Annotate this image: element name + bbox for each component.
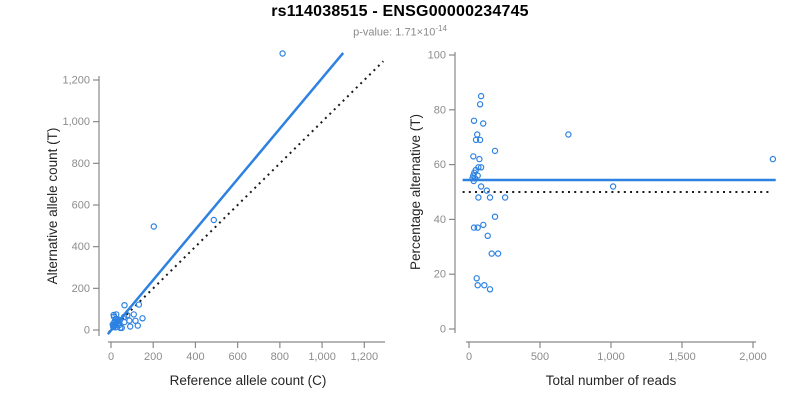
data-point bbox=[477, 164, 485, 171]
data-point bbox=[488, 250, 495, 257]
data-point bbox=[476, 101, 484, 108]
data-point bbox=[118, 324, 126, 332]
y-tick-label: 80 bbox=[434, 104, 446, 116]
plot-title: rs114038515 - ENSG00000234745 bbox=[271, 3, 529, 20]
data-point bbox=[480, 221, 487, 229]
data-point bbox=[470, 153, 477, 160]
x-tick-label: 2,000 bbox=[739, 351, 767, 363]
x-tick-label: 1,000 bbox=[308, 351, 336, 363]
data-point bbox=[126, 323, 134, 330]
data-point bbox=[481, 282, 488, 289]
data-point bbox=[609, 183, 617, 190]
data-point bbox=[486, 286, 494, 293]
scatter-plot-left: 0 200 400 600 800 1,000 1,200 0 200 400 600 800 1,00… bbox=[45, 50, 385, 388]
data-point bbox=[126, 317, 133, 324]
data-point bbox=[484, 232, 491, 239]
y-tick-label: 1,000 bbox=[62, 116, 90, 128]
p-value-text: p-value: 1.71×10 bbox=[353, 26, 436, 39]
figure-header: rs114038515 - ENSG00000234745 p-value: 1… bbox=[0, 3, 800, 39]
x-tick-label: 200 bbox=[144, 351, 162, 363]
y-tick-label: 800 bbox=[72, 158, 90, 170]
data-point bbox=[113, 311, 120, 318]
y-tick-label: 0 bbox=[440, 324, 446, 336]
data-point bbox=[474, 131, 481, 138]
x-tick-label: 1,500 bbox=[668, 351, 696, 363]
y-tick-label: 20 bbox=[434, 269, 446, 281]
data-point bbox=[474, 282, 481, 289]
x-tick-label: 1,200 bbox=[351, 351, 379, 363]
x-tick-label: 600 bbox=[228, 351, 246, 363]
data-point bbox=[470, 224, 478, 231]
x-axis-title: Total number of reads bbox=[546, 373, 677, 388]
data-point bbox=[150, 223, 157, 230]
y-tick-label: 600 bbox=[72, 200, 90, 212]
data-point bbox=[565, 131, 572, 138]
data-point bbox=[210, 216, 217, 224]
scatter-plot-right: 0 20 40 60 80 100 0 500 1,000 1,500 2,000 Total num… bbox=[408, 50, 777, 388]
y-axis-title: Alternative allele count (T) bbox=[45, 128, 60, 285]
x-tick-label: 0 bbox=[466, 351, 472, 363]
data-point bbox=[121, 302, 128, 309]
data-point bbox=[486, 194, 494, 201]
p-value-subtitle: p-value: 1.71×10-14 bbox=[0, 24, 800, 39]
data-point bbox=[501, 194, 509, 201]
data-point bbox=[769, 155, 777, 163]
y-tick-label: 200 bbox=[72, 283, 90, 295]
y-tick-label: 0 bbox=[84, 325, 90, 337]
x-tick-label: 500 bbox=[531, 351, 549, 363]
data-point bbox=[139, 315, 146, 322]
data-point bbox=[134, 322, 141, 329]
x-tick-label: 400 bbox=[186, 351, 204, 363]
data-point bbox=[494, 250, 502, 257]
data-point bbox=[279, 50, 286, 57]
x-axis-title: Reference allele count (C) bbox=[170, 373, 327, 388]
data-point bbox=[491, 147, 499, 155]
data-point bbox=[470, 117, 478, 125]
y-tick-label: 60 bbox=[434, 159, 446, 171]
data-point bbox=[480, 120, 487, 127]
data-point bbox=[476, 136, 484, 144]
data-point bbox=[477, 92, 485, 100]
data-point bbox=[477, 183, 485, 190]
data-point bbox=[474, 224, 481, 231]
p-value-exponent: -14 bbox=[435, 24, 447, 33]
identity-line bbox=[108, 60, 384, 333]
x-tick-label: 0 bbox=[108, 351, 114, 363]
x-tick-label: 800 bbox=[271, 351, 289, 363]
data-point bbox=[491, 213, 499, 220]
y-tick-label: 100 bbox=[428, 50, 446, 62]
y-tick-label: 40 bbox=[434, 214, 446, 226]
y-tick-label: 1,200 bbox=[62, 75, 90, 87]
y-axis-title: Percentage alternative (T) bbox=[408, 114, 423, 270]
x-tick-label: 1,000 bbox=[597, 351, 625, 363]
data-point bbox=[470, 177, 477, 185]
data-point bbox=[130, 311, 137, 318]
y-tick-label: 400 bbox=[72, 241, 90, 253]
data-point bbox=[483, 187, 490, 194]
data-point bbox=[475, 194, 482, 201]
fit-line bbox=[106, 52, 345, 335]
data-point bbox=[476, 155, 483, 163]
data-point bbox=[473, 275, 480, 282]
data-point bbox=[472, 136, 480, 144]
data-point bbox=[124, 312, 131, 319]
data-point bbox=[135, 301, 143, 308]
